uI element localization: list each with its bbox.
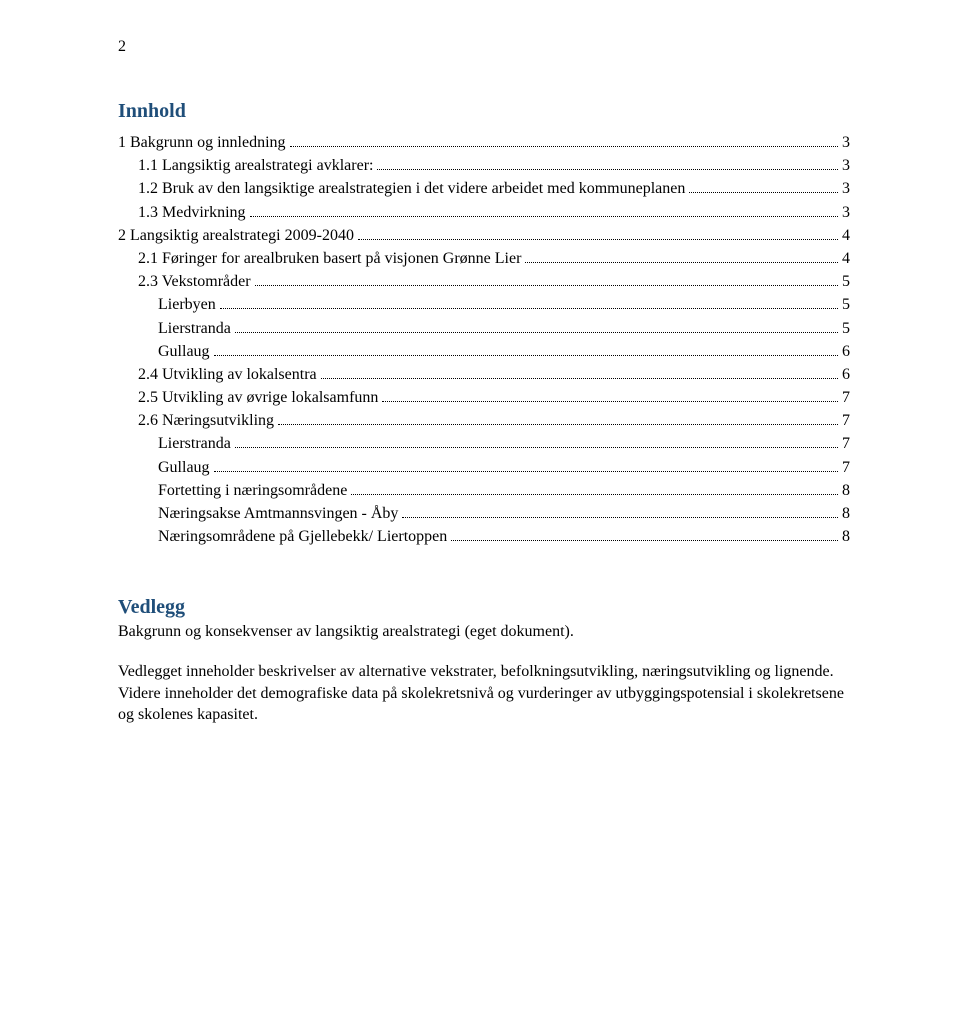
toc-entry-page: 3 (842, 177, 850, 200)
toc-entry-page: 8 (842, 502, 850, 525)
toc-leader (255, 273, 838, 286)
toc-entry-label: Næringsakse Amtmannsvingen - Åby (118, 502, 398, 525)
toc-leader (235, 320, 838, 333)
toc-entry: 2.5 Utvikling av øvrige lokalsamfunn 7 (118, 386, 850, 409)
toc-entry-label: Gullaug (118, 340, 210, 363)
toc-entry: 2.1 Føringer for arealbruken basert på v… (118, 247, 850, 270)
toc-entry: Lierstranda 5 (118, 317, 850, 340)
toc-entry-label: 2.6 Næringsutvikling (118, 409, 274, 432)
toc-entry-label: Næringsområdene på Gjellebekk/ Liertoppe… (118, 525, 447, 548)
toc-entry-label: Fortetting i næringsområdene (118, 479, 347, 502)
toc-entry-page: 6 (842, 363, 850, 386)
toc-entry-label: 1.3 Medvirkning (118, 201, 246, 224)
toc-entry-label: Lierbyen (118, 293, 216, 316)
toc-entry-label: 2.5 Utvikling av øvrige lokalsamfunn (118, 386, 378, 409)
page-number: 2 (118, 38, 850, 56)
toc-entry-page: 7 (842, 409, 850, 432)
toc-entry: 2.6 Næringsutvikling 7 (118, 409, 850, 432)
toc-entry: 2 Langsiktig arealstrategi 2009-2040 4 (118, 224, 850, 247)
toc-leader (290, 134, 838, 147)
toc-entry-page: 5 (842, 317, 850, 340)
toc-entry-page: 4 (842, 224, 850, 247)
toc-entry-page: 3 (842, 131, 850, 154)
toc-entry: Næringsområdene på Gjellebekk/ Liertoppe… (118, 525, 850, 548)
toc-leader (689, 181, 838, 194)
toc-leader (382, 389, 838, 402)
toc-leader (321, 366, 838, 379)
table-of-contents: 1 Bakgrunn og innledning31.1 Langsiktig … (118, 131, 850, 548)
toc-leader (235, 436, 838, 449)
toc-entry-label: 2.4 Utvikling av lokalsentra (118, 363, 317, 386)
toc-entry: 1.1 Langsiktig arealstrategi avklarer: 3 (118, 154, 850, 177)
toc-entry-label: 2.3 Vekstområder (118, 270, 251, 293)
toc-leader (220, 297, 838, 310)
toc-leader (214, 343, 838, 356)
toc-entry-label: Lierstranda (118, 432, 231, 455)
toc-entry: 2.3 Vekstområder 5 (118, 270, 850, 293)
toc-entry-page: 3 (842, 154, 850, 177)
toc-entry-page: 4 (842, 247, 850, 270)
toc-entry: Næringsakse Amtmannsvingen - Åby 8 (118, 502, 850, 525)
toc-entry-page: 8 (842, 525, 850, 548)
vedlegg-intro: Bakgrunn og konsekvenser av langsiktig a… (118, 621, 850, 643)
toc-entry: 1 Bakgrunn og innledning 3 (118, 131, 850, 154)
toc-entry-label: Lierstranda (118, 317, 231, 340)
toc-leader (358, 227, 838, 240)
toc-entry: 1.2 Bruk av den langsiktige arealstrateg… (118, 177, 850, 200)
toc-leader (402, 505, 838, 518)
toc-entry-label: 1.1 Langsiktig arealstrategi avklarer: (118, 154, 373, 177)
toc-entry-page: 7 (842, 386, 850, 409)
toc-leader (377, 157, 838, 170)
toc-leader (278, 412, 838, 425)
toc-leader (250, 204, 838, 217)
toc-entry-label: 2 Langsiktig arealstrategi 2009-2040 (118, 224, 354, 247)
toc-entry-page: 6 (842, 340, 850, 363)
toc-entry-page: 3 (842, 201, 850, 224)
toc-entry: Lierbyen 5 (118, 293, 850, 316)
heading-innhold: Innhold (118, 100, 850, 123)
heading-vedlegg: Vedlegg (118, 596, 850, 619)
toc-leader (525, 250, 838, 263)
toc-entry: Gullaug 7 (118, 456, 850, 479)
toc-leader (214, 459, 838, 472)
toc-entry-page: 8 (842, 479, 850, 502)
toc-entry: Fortetting i næringsområdene 8 (118, 479, 850, 502)
toc-entry-page: 7 (842, 456, 850, 479)
toc-entry: Gullaug 6 (118, 340, 850, 363)
toc-entry-label: 1.2 Bruk av den langsiktige arealstrateg… (118, 177, 685, 200)
toc-entry-page: 7 (842, 432, 850, 455)
toc-entry-label: 2.1 Føringer for arealbruken basert på v… (118, 247, 521, 270)
toc-entry-label: 1 Bakgrunn og innledning (118, 131, 286, 154)
toc-entry: 1.3 Medvirkning 3 (118, 201, 850, 224)
vedlegg-body: Vedlegget inneholder beskrivelser av alt… (118, 661, 850, 726)
toc-entry-page: 5 (842, 293, 850, 316)
toc-entry: Lierstranda 7 (118, 432, 850, 455)
toc-leader (351, 482, 838, 495)
toc-entry: 2.4 Utvikling av lokalsentra 6 (118, 363, 850, 386)
toc-entry-label: Gullaug (118, 456, 210, 479)
toc-entry-page: 5 (842, 270, 850, 293)
toc-leader (451, 528, 838, 541)
